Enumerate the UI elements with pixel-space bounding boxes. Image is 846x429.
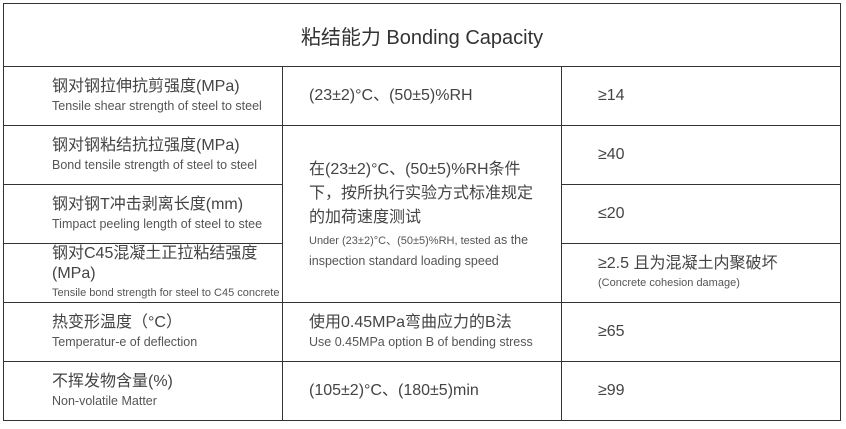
property-en: Bond tensile strength of steel to steel <box>52 158 257 172</box>
property-zh: 热变形温度（°C） <box>52 314 182 331</box>
property-zh: 钢对钢拉伸抗剪强度(MPa) <box>52 78 240 95</box>
condition-zh: 使用0.45MPa弯曲应力的B法 <box>309 314 512 331</box>
condition: (23±2)°C、(50±5)%RH <box>282 66 562 126</box>
property-zh: 钢对钢粘结抗拉强度(MPa) <box>52 137 240 154</box>
table-row: 热变形温度（°C） Temperatur-e of deflection 使用0.… <box>3 302 841 362</box>
table-row: 钢对钢粘结抗拉强度(MPa) Bond tensile strength of s… <box>3 125 841 303</box>
property-en: Tensile shear strength of steel to steel <box>52 99 262 113</box>
value: ≤20 <box>561 184 841 244</box>
property-zh: 钢对C45混凝土正拉粘结强度(MPa) <box>52 245 258 282</box>
condition: (105±2)°C、(180±5)min <box>282 361 562 421</box>
shared-condition-en-b: as the inspection standard loading speed <box>309 232 529 268</box>
table-row: 钢对钢T冲击剥离长度(mm) Timpact peeling length of … <box>3 184 841 244</box>
table-row: 不挥发物含量(%) Non-volatile Matter (105±2)°C、(… <box>3 361 841 421</box>
table-row: 钢对钢拉伸抗剪强度(MPa) Tensile shear strength of … <box>3 66 841 126</box>
value: ≥2.5 且为混凝土内聚破坏 <box>598 255 778 272</box>
shared-condition-zh: 在(23±2)°C、(50±5)%RH条件下，按所执行实验方式标准规定的加荷速度… <box>309 160 534 226</box>
value: ≥14 <box>561 66 841 126</box>
bonding-capacity-table: 粘结能力 Bonding Capacity 钢对钢拉伸抗剪强度(MPa) Tens… <box>3 3 841 421</box>
property-zh: 不挥发物含量(%) <box>52 373 173 390</box>
value: ≥40 <box>561 125 841 185</box>
property-en: Timpact peeling length of steel to stee <box>52 217 263 231</box>
condition-en: Use 0.45MPa option B of bending stress <box>309 335 533 349</box>
table-row: 钢对C45混凝土正拉粘结强度(MPa) Tensile bond strength… <box>3 243 841 303</box>
value-en: (Concrete cohesion damage) <box>598 277 740 289</box>
value: ≥65 <box>561 302 841 362</box>
property-en: Temperatur-e of deflection <box>52 335 198 349</box>
property-en: Non-volatile Matter <box>52 394 157 408</box>
value: ≥99 <box>561 361 841 421</box>
table-title: 粘结能力 Bonding Capacity <box>3 3 841 67</box>
property-zh: 钢对钢T冲击剥离长度(mm) <box>52 196 244 213</box>
shared-condition-en-a: Under (23±2)°C、(50±5)%RH, tested <box>309 234 491 247</box>
property-en: Tensile bond strength for steel to C45 c… <box>52 287 280 299</box>
